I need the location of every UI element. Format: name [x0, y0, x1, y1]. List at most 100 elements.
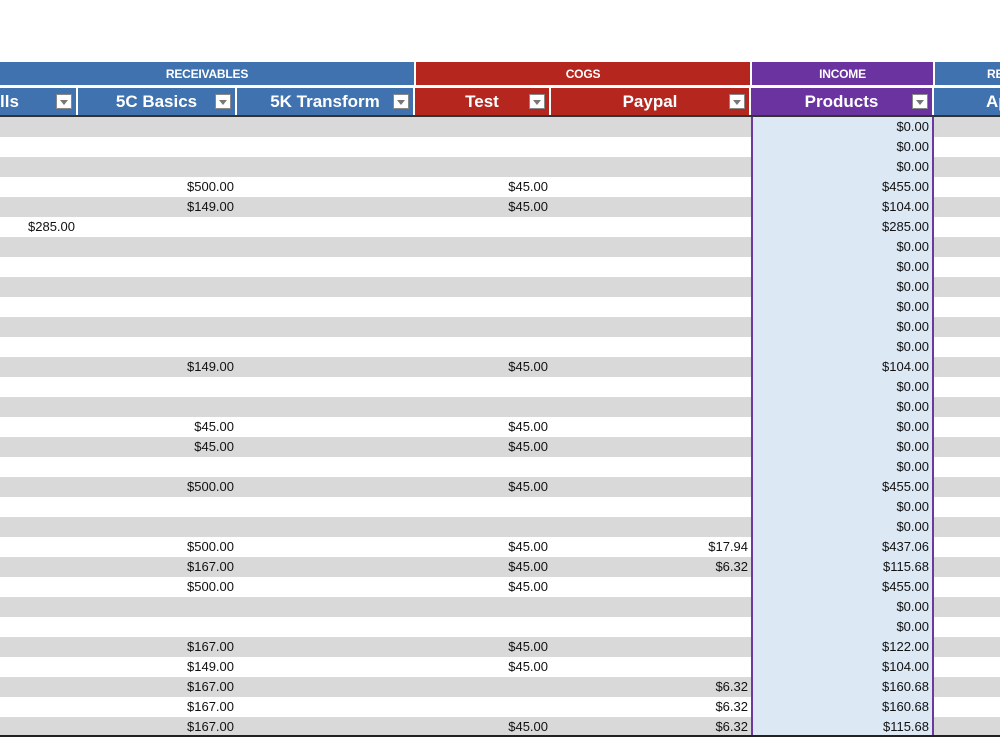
table-row [0, 117, 1000, 137]
cell-test[interactable]: $45.00 [508, 199, 548, 214]
cell-products[interactable]: $0.00 [896, 519, 929, 534]
table-row: $167.00 $6.32 [0, 677, 1000, 697]
cell-paypal[interactable]: $6.32 [715, 699, 748, 714]
header-divider [0, 115, 1000, 117]
header-next-label: Ap [986, 91, 1000, 111]
cell-products[interactable]: $0.00 [896, 599, 929, 614]
table-row: $149.00 $45.00 [0, 197, 1000, 217]
cell-5c-basics[interactable]: $149.00 [187, 659, 234, 674]
cell-test[interactable]: $45.00 [508, 479, 548, 494]
band-income: INCOME [752, 62, 933, 85]
header-paypal[interactable]: Paypal [551, 88, 751, 115]
cell-test[interactable]: $45.00 [508, 359, 548, 374]
cell-5c-basics[interactable]: $167.00 [187, 639, 234, 654]
table-row: $500.00 $45.00 [0, 577, 1000, 597]
table-row: $285.00 [0, 217, 1000, 237]
cell-test[interactable]: $45.00 [508, 539, 548, 554]
filter-dropdown-icon[interactable] [529, 94, 545, 109]
header-products[interactable]: Products [751, 88, 934, 115]
cell-test[interactable]: $45.00 [508, 179, 548, 194]
cell-5c-basics[interactable]: $500.00 [187, 579, 234, 594]
cell-products[interactable]: $0.00 [896, 339, 929, 354]
cell-5c-basics[interactable]: $167.00 [187, 719, 234, 734]
cell-5c-basics[interactable]: $45.00 [194, 439, 234, 454]
products-column-highlight [751, 117, 934, 736]
cell-products[interactable]: $0.00 [896, 379, 929, 394]
cell-products[interactable]: $437.06 [882, 539, 929, 554]
band-next-label: RE [987, 66, 1000, 81]
cell-products[interactable]: $0.00 [896, 159, 929, 174]
table-bottom-border [0, 735, 1000, 737]
header-next[interactable]: Ap [934, 88, 1000, 115]
cell-products[interactable]: $0.00 [896, 499, 929, 514]
cell-5c-basics[interactable]: $500.00 [187, 179, 234, 194]
cell-5c-basics[interactable]: $149.00 [187, 199, 234, 214]
cell-test[interactable]: $45.00 [508, 439, 548, 454]
band-cogs-label: COGS [565, 66, 601, 81]
cell-col-a[interactable]: $285.00 [28, 219, 75, 234]
cell-products[interactable]: $104.00 [882, 359, 929, 374]
cell-products[interactable]: $0.00 [896, 239, 929, 254]
header-test[interactable]: Test [415, 88, 551, 115]
cell-products[interactable]: $0.00 [896, 259, 929, 274]
table-row [0, 397, 1000, 417]
cell-paypal[interactable]: $17.94 [708, 539, 748, 554]
cell-products[interactable]: $455.00 [882, 179, 929, 194]
filter-dropdown-icon[interactable] [393, 94, 409, 109]
header-col-a[interactable]: lls [0, 88, 78, 115]
cell-products[interactable]: $104.00 [882, 659, 929, 674]
table-row: $500.00 $45.00 [0, 477, 1000, 497]
cell-products[interactable]: $0.00 [896, 619, 929, 634]
header-5c-basics[interactable]: 5C Basics [78, 88, 237, 115]
cell-products[interactable]: $455.00 [882, 479, 929, 494]
table-row: $167.00 $45.00 [0, 637, 1000, 657]
filter-dropdown-icon[interactable] [729, 94, 745, 109]
cell-products[interactable]: $0.00 [896, 319, 929, 334]
cell-products[interactable]: $0.00 [896, 299, 929, 314]
cell-5c-basics[interactable]: $500.00 [187, 539, 234, 554]
table-row [0, 157, 1000, 177]
cell-products[interactable]: $0.00 [896, 119, 929, 134]
filter-dropdown-icon[interactable] [912, 94, 928, 109]
cell-5c-basics[interactable]: $167.00 [187, 679, 234, 694]
cell-test[interactable]: $45.00 [508, 719, 548, 734]
cell-products[interactable]: $455.00 [882, 579, 929, 594]
cell-test[interactable]: $45.00 [508, 419, 548, 434]
cell-5c-basics[interactable]: $167.00 [187, 699, 234, 714]
cell-products[interactable]: $0.00 [896, 439, 929, 454]
cell-products[interactable]: $104.00 [882, 199, 929, 214]
cell-test[interactable]: $45.00 [508, 579, 548, 594]
cell-products[interactable]: $0.00 [896, 399, 929, 414]
table-row: $149.00 $45.00 [0, 357, 1000, 377]
cell-products[interactable]: $160.68 [882, 679, 929, 694]
cell-test[interactable]: $45.00 [508, 639, 548, 654]
cell-5c-basics[interactable]: $167.00 [187, 559, 234, 574]
table-row [0, 317, 1000, 337]
cell-products[interactable]: $0.00 [896, 459, 929, 474]
cell-products[interactable]: $115.68 [882, 719, 929, 734]
cell-products[interactable]: $0.00 [896, 139, 929, 154]
cell-products[interactable]: $0.00 [896, 279, 929, 294]
cell-test[interactable]: $45.00 [508, 559, 548, 574]
cell-products[interactable]: $160.68 [882, 699, 929, 714]
band-next: RE [935, 62, 1000, 85]
band-receivables-label: RECEIVABLES [165, 66, 249, 81]
header-5k-transform[interactable]: 5K Transform [237, 88, 415, 115]
header-products-label: Products [804, 91, 879, 111]
table-row: $45.00 $45.00 [0, 417, 1000, 437]
cell-test[interactable]: $45.00 [508, 659, 548, 674]
cell-paypal[interactable]: $6.32 [715, 559, 748, 574]
cell-5c-basics[interactable]: $500.00 [187, 479, 234, 494]
cell-5c-basics[interactable]: $149.00 [187, 359, 234, 374]
cell-products[interactable]: $285.00 [882, 219, 929, 234]
cell-paypal[interactable]: $6.32 [715, 679, 748, 694]
band-income-label: INCOME [819, 66, 866, 81]
cell-products[interactable]: $0.00 [896, 419, 929, 434]
cell-products[interactable]: $115.68 [882, 559, 929, 574]
cell-paypal[interactable]: $6.32 [715, 719, 748, 734]
filter-dropdown-icon[interactable] [56, 94, 72, 109]
cell-5c-basics[interactable]: $45.00 [194, 419, 234, 434]
table-row [0, 517, 1000, 537]
filter-dropdown-icon[interactable] [215, 94, 231, 109]
cell-products[interactable]: $122.00 [882, 639, 929, 654]
